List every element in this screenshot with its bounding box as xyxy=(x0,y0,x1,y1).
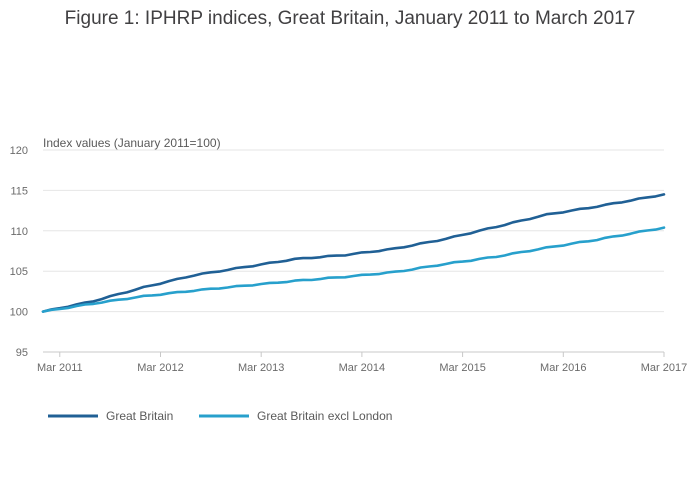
x-tick-label: Mar 2014 xyxy=(339,362,385,374)
legend-label: Great Britain excl London xyxy=(257,409,392,423)
x-tick-label: Mar 2017 xyxy=(641,362,687,374)
legend-label: Great Britain xyxy=(106,409,173,423)
y-tick-label: 110 xyxy=(10,226,28,238)
y-tick-labels: 95 100 105 110 115 120 xyxy=(10,145,28,359)
x-tick-label: Mar 2011 xyxy=(37,362,83,374)
y-tick-label: 105 xyxy=(10,266,28,278)
x-tick-label: Mar 2013 xyxy=(238,362,284,374)
y-tick-label: 120 xyxy=(10,145,28,157)
x-tick-label: Mar 2015 xyxy=(439,362,485,374)
x-tick-label: Mar 2016 xyxy=(540,362,586,374)
x-tick-label: Mar 2012 xyxy=(137,362,183,374)
y-tick-label: 100 xyxy=(10,307,28,319)
series-line-1 xyxy=(41,226,666,313)
x-tick-labels: Mar 2011 Mar 2012 Mar 2013 Mar 2014 Mar 2015… xyxy=(37,352,687,374)
legend: Great Britain Great Britain excl London xyxy=(48,409,392,423)
gridlines xyxy=(43,149,664,353)
series-line-0 xyxy=(41,193,666,313)
y-axis-label: Index values (January 2011=100) xyxy=(43,136,221,150)
y-tick-label: 115 xyxy=(10,185,28,197)
chart-title: Figure 1: IPHRP indices, Great Britain, … xyxy=(65,8,636,29)
series-lines xyxy=(41,193,666,313)
y-tick-label: 95 xyxy=(16,347,28,359)
